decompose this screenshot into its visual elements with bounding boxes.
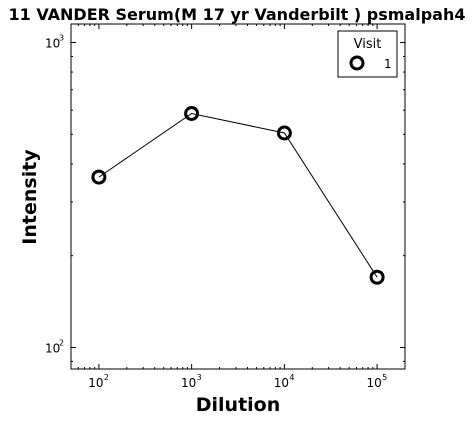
data-point [184, 106, 200, 121]
x-axis-label: Dilution [196, 394, 281, 416]
y-tick-label: 10 [45, 341, 60, 355]
legend-marker-series-1 [349, 55, 365, 71]
x-tick-exponent: 5 [382, 373, 387, 382]
legend-title: Visit [354, 37, 382, 52]
y-tick-exponent: 2 [59, 338, 64, 347]
y-axis-label: Intensity [19, 149, 41, 245]
chart-title: 11 VANDER Serum(M 17 yr Vanderbilt ) psm… [9, 5, 466, 24]
data-point [369, 269, 385, 285]
x-tick-label: 10 [88, 376, 103, 390]
x-axis-ticks: 10 2 10 3 10 4 10 5 [77, 24, 387, 390]
plot-frame [70, 23, 406, 370]
x-tick-label: 10 [366, 376, 381, 390]
x-tick-exponent: 3 [197, 373, 202, 382]
x-tick-exponent: 2 [104, 373, 109, 382]
x-tick-exponent: 4 [289, 373, 294, 382]
x-tick-label: 10 [274, 376, 289, 390]
data-point [91, 169, 107, 185]
series-line-1 [98, 112, 378, 278]
legend: Visit 1 [337, 30, 398, 78]
series-layer [91, 106, 385, 285]
legend-label-series-1: 1 [384, 57, 392, 71]
legend-box [337, 30, 398, 78]
y-tick-exponent: 3 [59, 34, 64, 43]
x-tick-label: 10 [181, 376, 196, 390]
data-point [276, 125, 292, 141]
y-tick-label: 10 [45, 37, 60, 51]
